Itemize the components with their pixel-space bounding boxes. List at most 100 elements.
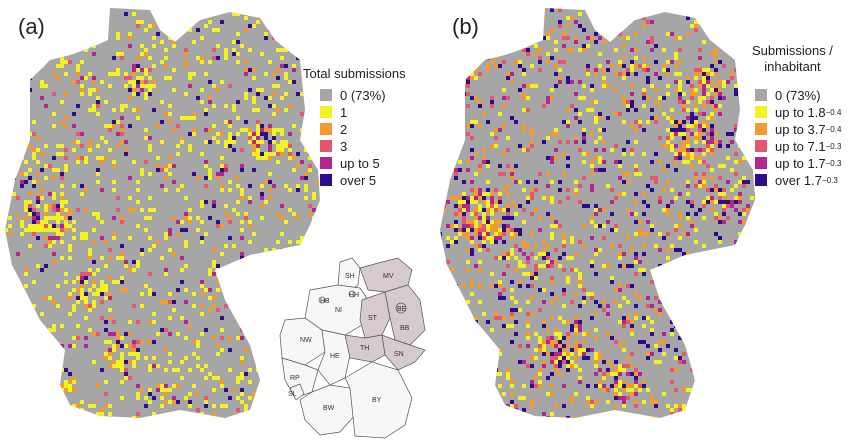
map-cell — [446, 56, 450, 60]
map-cell — [634, 64, 638, 68]
map-cell — [550, 356, 554, 360]
map-cell — [542, 256, 546, 260]
map-cell — [662, 96, 666, 100]
map-cell — [518, 40, 522, 44]
map-cell — [80, 292, 84, 296]
map-cell — [738, 212, 742, 216]
map-cell — [486, 56, 490, 60]
map-cell — [510, 416, 514, 418]
map-cell — [308, 168, 312, 172]
map-cell — [72, 184, 76, 188]
map-cell — [526, 84, 530, 88]
map-cell — [462, 284, 466, 288]
map-cell — [634, 292, 638, 296]
map-cell — [442, 128, 446, 132]
map-cell — [594, 252, 598, 256]
map-cell — [148, 340, 152, 344]
map-cell — [730, 384, 734, 388]
map-cell — [686, 140, 690, 144]
map-cell — [650, 48, 654, 52]
map-cell — [522, 188, 526, 192]
map-cell — [706, 80, 710, 84]
map-cell — [16, 252, 20, 256]
map-cell — [470, 320, 474, 324]
map-cell — [5, 416, 8, 418]
map-cell — [538, 172, 542, 176]
map-cell — [64, 60, 68, 64]
map-cell — [132, 92, 136, 96]
map-cell — [674, 224, 678, 228]
map-cell — [20, 424, 24, 428]
map-cell — [522, 252, 526, 256]
map-cell — [622, 148, 626, 152]
map-cell — [678, 356, 682, 360]
map-cell — [538, 336, 542, 340]
map-cell — [192, 4, 196, 8]
map-cell — [8, 420, 12, 424]
map-cell — [36, 204, 40, 208]
map-cell — [758, 280, 762, 284]
map-cell — [762, 348, 766, 352]
map-cell — [498, 228, 502, 232]
map-cell — [272, 284, 276, 288]
map-cell — [288, 156, 292, 160]
map-cell — [702, 152, 706, 156]
map-cell — [112, 360, 116, 364]
map-cell — [196, 392, 200, 396]
map-cell — [658, 360, 662, 364]
map-cell — [658, 308, 662, 312]
map-cell — [638, 172, 642, 176]
map-cell — [72, 376, 76, 380]
map-cell — [526, 48, 530, 52]
map-cell — [156, 364, 160, 368]
map-cell — [124, 12, 128, 16]
map-cell — [108, 412, 112, 416]
map-cell — [32, 352, 36, 356]
map-cell — [630, 392, 634, 396]
map-cell — [754, 320, 755, 324]
map-cell — [466, 400, 470, 404]
map-cell — [60, 192, 64, 196]
map-cell — [718, 112, 722, 116]
map-cell — [538, 56, 542, 60]
map-cell — [610, 412, 614, 416]
map-cell — [642, 24, 646, 28]
map-cell — [662, 168, 666, 172]
map-cell — [120, 124, 124, 128]
map-cell — [36, 60, 40, 64]
map-cell — [674, 348, 678, 352]
map-cell — [498, 352, 502, 356]
map-cell — [590, 220, 594, 224]
map-cell — [738, 128, 742, 132]
map-cell — [64, 36, 68, 40]
map-cell — [734, 20, 738, 24]
map-cell — [220, 224, 224, 228]
map-cell — [36, 400, 40, 404]
map-cell — [766, 276, 770, 280]
map-cell — [678, 132, 682, 136]
map-cell — [710, 344, 714, 348]
map-cell — [598, 160, 602, 164]
map-cell — [442, 148, 446, 152]
map-cell — [554, 364, 558, 368]
map-cell — [574, 320, 578, 324]
map-cell — [466, 196, 470, 200]
map-cell — [440, 124, 442, 128]
map-cell — [646, 120, 650, 124]
map-cell — [68, 372, 72, 376]
map-cell — [738, 124, 742, 128]
map-cell — [550, 344, 554, 348]
map-cell — [746, 144, 750, 148]
map-cell — [208, 172, 212, 176]
map-cell — [434, 424, 438, 428]
map-cell — [522, 384, 526, 388]
map-cell — [502, 4, 506, 8]
map-cell — [466, 92, 470, 96]
legend-b-label-1: up to 1.8 — [775, 104, 826, 120]
map-cell — [518, 88, 522, 92]
map-cell — [482, 212, 486, 216]
map-cell — [164, 176, 168, 180]
map-cell — [714, 412, 718, 416]
map-cell — [84, 28, 88, 32]
map-cell — [522, 436, 526, 440]
